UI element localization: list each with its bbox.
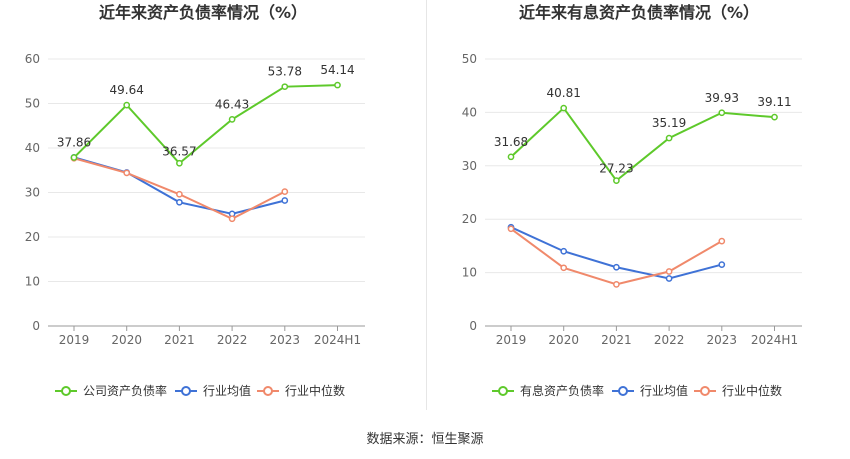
data-point xyxy=(507,225,515,233)
data-point xyxy=(665,275,673,282)
legend-label: 行业均值 xyxy=(203,383,251,398)
data-label: 36.57 xyxy=(162,144,196,158)
legend-swatch-marker xyxy=(61,386,71,396)
chart-title: 近年来资产负债率情况（%） xyxy=(99,3,307,22)
y-tick-label: 30 xyxy=(25,186,40,200)
x-tick-label: 2019 xyxy=(59,333,90,347)
data-point xyxy=(176,159,183,167)
legend-swatch-marker xyxy=(618,386,628,396)
x-tick-label: 2021 xyxy=(601,333,632,347)
data-point xyxy=(771,113,778,121)
series-line xyxy=(510,106,775,183)
data-point xyxy=(560,264,568,272)
data-point xyxy=(665,134,673,142)
data-label: 39.93 xyxy=(705,91,739,105)
data-label: 54.14 xyxy=(320,63,354,77)
data-source: 数据来源：恒生聚源 xyxy=(366,432,484,447)
y-tick-label: 20 xyxy=(25,230,40,244)
data-point xyxy=(718,237,726,245)
data-label: 46.43 xyxy=(215,97,249,111)
y-tick-label: 60 xyxy=(25,52,40,66)
data-point xyxy=(334,81,341,89)
x-tick-label: 2022 xyxy=(217,333,248,347)
legend-label: 行业中位数 xyxy=(722,383,782,398)
y-tick-label: 10 xyxy=(462,266,477,280)
data-point xyxy=(176,198,183,206)
data-label: 39.11 xyxy=(757,95,791,109)
legend-swatch-marker xyxy=(700,386,710,396)
y-tick-label: 50 xyxy=(25,97,40,111)
legend-swatch-marker xyxy=(263,386,273,396)
data-label: 53.78 xyxy=(268,65,302,79)
data-point xyxy=(281,197,289,204)
x-tick-label: 2024H1 xyxy=(751,333,798,347)
series-line xyxy=(73,157,286,220)
legend-label: 行业中位数 xyxy=(285,383,345,398)
data-point xyxy=(613,177,620,184)
y-tick-label: 0 xyxy=(32,319,40,333)
data-point xyxy=(228,215,236,223)
legend-label: 有息资产负债率 xyxy=(520,383,604,398)
y-tick-label: 30 xyxy=(462,159,477,173)
data-point xyxy=(560,247,568,255)
data-label: 35.19 xyxy=(652,116,686,130)
data-label: 27.23 xyxy=(599,162,633,176)
series-line xyxy=(510,228,723,286)
data-point xyxy=(281,83,289,91)
data-point xyxy=(70,154,78,161)
y-tick-label: 0 xyxy=(469,319,477,333)
chart-title: 近年来有息资产负债率情况（%） xyxy=(519,3,759,22)
data-point xyxy=(176,190,183,198)
data-point xyxy=(665,268,673,275)
y-tick-label: 10 xyxy=(25,275,40,289)
data-point xyxy=(123,101,131,109)
data-point xyxy=(281,188,289,195)
x-tick-label: 2022 xyxy=(654,333,685,347)
x-tick-label: 2020 xyxy=(111,333,142,347)
x-tick-label: 2023 xyxy=(270,333,301,347)
data-point xyxy=(560,104,568,112)
y-tick-label: 20 xyxy=(462,212,477,226)
data-point xyxy=(613,280,620,288)
data-point xyxy=(718,109,726,117)
y-tick-label: 50 xyxy=(462,52,477,66)
legend-swatch-marker xyxy=(181,386,191,396)
x-tick-label: 2019 xyxy=(496,333,527,347)
x-tick-label: 2024H1 xyxy=(314,333,361,347)
data-point xyxy=(718,261,726,268)
data-point xyxy=(123,169,131,177)
legend-label: 行业均值 xyxy=(640,383,688,398)
legend-swatch-marker xyxy=(498,386,508,396)
data-point xyxy=(613,263,620,271)
data-label: 37.86 xyxy=(57,136,91,150)
data-point xyxy=(228,116,236,123)
panel-divider xyxy=(426,0,427,410)
x-tick-label: 2020 xyxy=(548,333,579,347)
series-line xyxy=(73,84,338,165)
data-label: 40.81 xyxy=(547,86,581,100)
data-point xyxy=(507,153,515,161)
x-tick-label: 2023 xyxy=(707,333,738,347)
y-tick-label: 40 xyxy=(25,141,40,155)
y-tick-label: 40 xyxy=(462,105,477,119)
legend-label: 公司资产负债率 xyxy=(83,383,167,398)
data-label: 31.68 xyxy=(494,135,528,149)
data-label: 49.64 xyxy=(110,83,144,97)
x-tick-label: 2021 xyxy=(164,333,195,347)
